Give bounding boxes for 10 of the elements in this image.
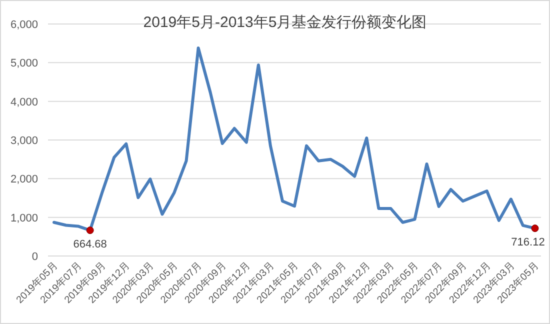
data-label: 664.68 (73, 238, 107, 250)
chart-title: 2019年5月-2013年5月基金发行份额变化图 (143, 14, 427, 31)
y-tick-label: 2,000 (10, 174, 38, 186)
y-tick-label: 6,000 (10, 19, 38, 31)
data-label: 716.12 (511, 236, 545, 248)
y-tick-label: 5,000 (10, 58, 38, 70)
y-tick-label: 4,000 (10, 96, 38, 108)
y-tick-label: 1,000 (10, 212, 38, 224)
y-tick-label: 3,000 (10, 135, 38, 147)
y-tick-label: 0 (32, 251, 38, 263)
